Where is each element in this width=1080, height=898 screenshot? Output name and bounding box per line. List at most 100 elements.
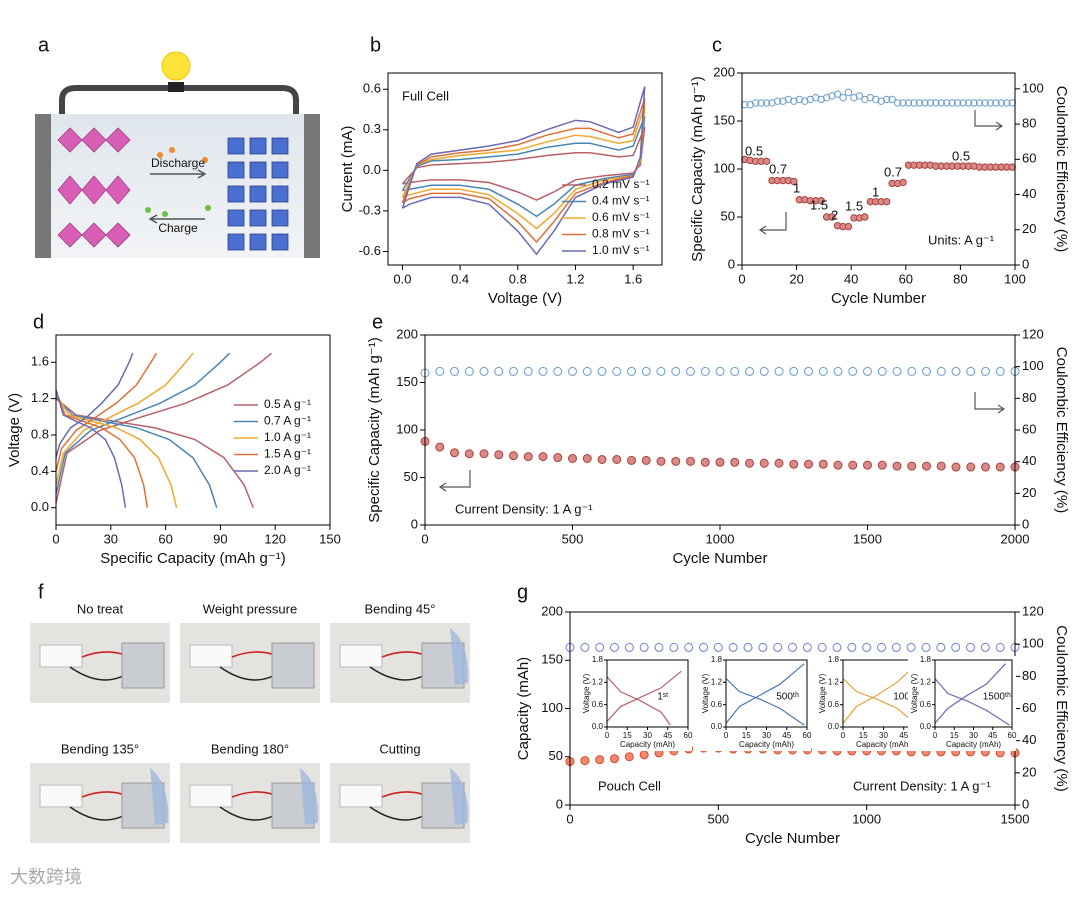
data-point: [906, 642, 916, 652]
data-point: [523, 452, 533, 462]
data-point: [671, 366, 681, 376]
data-point: [904, 99, 913, 107]
data-line: [55, 352, 231, 495]
data-point: [833, 366, 843, 376]
data-point: [639, 750, 649, 760]
y-tick-label: 0.6: [592, 700, 604, 709]
data-point: [595, 642, 605, 652]
y2-tick-label: 60: [1022, 151, 1036, 166]
bulb-base: [168, 82, 184, 92]
x-tick-label: 20: [789, 271, 803, 286]
data-point: [951, 642, 961, 652]
data-point: [948, 99, 956, 107]
data-point: [877, 642, 886, 652]
watermark: 大数跨境: [10, 867, 82, 887]
photo-caption: Bending 180°: [211, 741, 289, 756]
data-point: [937, 99, 945, 107]
data-point: [966, 366, 976, 376]
annotation: 0.5: [745, 143, 763, 158]
y-tick-label: 200: [396, 326, 418, 341]
data-point: [580, 642, 590, 652]
x-tick-label: 45: [663, 731, 672, 740]
data-point: [774, 366, 784, 376]
chart: b 0.0 0.4 0.8 1.2 1.6 -0.6 -0.3 0.0 0.3 0.6 Voltage…: [339, 34, 663, 307]
data-point: [568, 454, 577, 463]
x-axis-label: Capacity (mAh): [739, 740, 794, 749]
data-point: [899, 178, 907, 187]
data-point: [966, 642, 975, 652]
y-tick-label: 1.8: [592, 655, 604, 664]
y-tick-label: 200: [541, 603, 563, 618]
inset-background: [699, 656, 811, 751]
data-point: [686, 456, 695, 466]
arrow: [150, 169, 207, 179]
data-point: [888, 95, 896, 104]
data-point: [818, 366, 828, 376]
data-point: [479, 449, 489, 459]
x-tick-label: 30: [879, 731, 888, 740]
chart: e0 500 1000 1500 200005010015020002040608010…: [366, 311, 1070, 567]
data-line: [401, 86, 646, 256]
x-tick-label: 60: [684, 731, 693, 740]
plot-area: [401, 86, 646, 256]
chart: d 0 30 60 90 120 150 0.0 0.4 0.8 1.2 1.6 Specific Ca…: [6, 311, 341, 567]
x-axis-label: Cycle Number: [745, 830, 840, 847]
y-tick-label: 150: [713, 112, 735, 127]
x-tick-label: 1.2: [566, 271, 584, 286]
legend-label: 1.5 A g⁻¹: [264, 447, 311, 461]
y2-tick-label: 0: [1022, 256, 1029, 271]
data-point: [627, 455, 636, 465]
panel-label: a: [38, 34, 50, 56]
y-tick-label: 0.6: [828, 700, 840, 709]
data-point: [464, 366, 474, 376]
plot-area: [741, 88, 1016, 231]
y-axis-label: Voltage (V): [6, 393, 23, 467]
y-tick-label: 50: [549, 748, 563, 763]
data-point: [759, 366, 769, 376]
photo-caption: No treat: [77, 601, 124, 616]
data-line: [934, 663, 1007, 724]
device: [39, 784, 83, 808]
x-tick-label: 500: [707, 811, 729, 826]
x-axis-label: Cycle Number: [831, 290, 926, 307]
device: [339, 784, 383, 808]
data-point: [959, 99, 967, 107]
legend-label: 1.0 mV s⁻¹: [592, 243, 650, 257]
legend-label: 0.8 mV s⁻¹: [592, 227, 650, 241]
annotation: 2: [831, 207, 838, 222]
electrode: [35, 114, 51, 258]
x-tick-label: 1500: [1001, 811, 1030, 826]
y-tick-label: 0.0: [31, 499, 49, 514]
data-point: [892, 461, 902, 471]
data-line: [725, 663, 805, 724]
y-tick-label: 1.2: [592, 677, 604, 686]
x-tick-label: 0: [724, 731, 729, 740]
data-point: [981, 462, 990, 472]
x-tick-label: 60: [899, 271, 913, 286]
y2-tick-label: 100: [1022, 358, 1044, 373]
data-point: [877, 366, 887, 376]
y-tick-label: 0: [728, 256, 735, 271]
y-tick-label: 0.6: [711, 700, 723, 709]
data-point: [892, 366, 902, 376]
data-point: [656, 366, 666, 376]
device: [339, 644, 383, 668]
data-point: [713, 642, 723, 652]
data-point: [435, 442, 445, 452]
data-point: [953, 99, 962, 107]
data-line: [842, 678, 918, 726]
y2-tick-label: 100: [1022, 636, 1044, 651]
data-point: [921, 99, 929, 107]
x-tick-label: 0.0: [393, 271, 411, 286]
x-tick-label: 1500: [853, 531, 882, 546]
data-point: [855, 92, 864, 100]
data-point: [464, 449, 474, 459]
data-point: [995, 462, 1005, 472]
y2-tick-label: 20: [1022, 221, 1036, 236]
data-point: [882, 197, 891, 206]
data-line: [725, 678, 805, 726]
x-tick-label: 100: [1004, 271, 1026, 286]
data-point: [936, 642, 946, 652]
data-point: [597, 366, 607, 376]
panel-label: g: [517, 581, 528, 603]
